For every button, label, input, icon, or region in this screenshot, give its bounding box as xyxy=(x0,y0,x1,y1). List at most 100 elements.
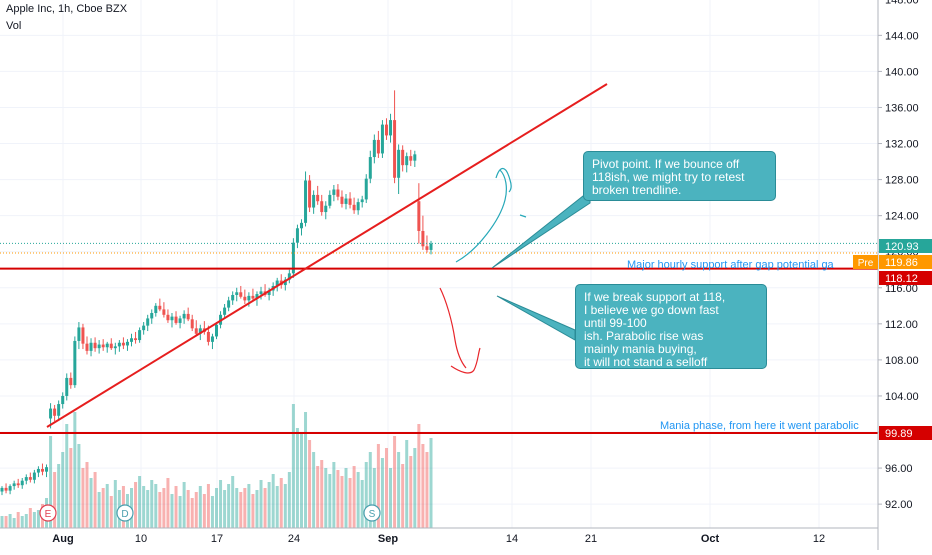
volume-bar xyxy=(332,462,336,528)
horizontal-levels[interactable] xyxy=(0,242,878,434)
earnings-marker-label: E xyxy=(45,509,52,520)
candle-body xyxy=(251,295,255,299)
volume-bar xyxy=(158,492,162,528)
candle-body xyxy=(255,294,259,299)
candle-body xyxy=(429,243,433,250)
candle-body xyxy=(215,324,218,337)
candle-body xyxy=(210,336,214,342)
volume-bar xyxy=(263,488,267,528)
candle-body xyxy=(267,290,271,295)
candle-body xyxy=(336,189,340,197)
symbol-title[interactable]: Apple Inc, 1h, Cboe BZX xyxy=(6,3,128,15)
volume-bar xyxy=(146,490,150,528)
candle-body xyxy=(150,313,154,319)
volume-bar xyxy=(397,452,401,528)
volume-bar xyxy=(154,484,158,528)
price-tick-label: 112.00 xyxy=(885,319,918,331)
mania-price-label: 99.89 xyxy=(885,428,913,440)
volume-bar xyxy=(215,488,218,528)
price-tick-label: 140.00 xyxy=(885,66,919,78)
candle-body xyxy=(401,149,405,166)
volume-bar xyxy=(364,462,368,528)
candle-body xyxy=(40,468,44,472)
volume-bar xyxy=(239,492,243,528)
break-callout-pointer xyxy=(496,295,576,341)
volume-bar xyxy=(101,488,105,528)
candle-body xyxy=(69,377,73,386)
volume-bar xyxy=(73,412,77,528)
candle-body xyxy=(28,477,32,480)
volume-bar xyxy=(20,516,24,528)
dividend-marker-label: D xyxy=(121,509,128,520)
volume-bar xyxy=(57,464,61,528)
candle-body xyxy=(324,205,328,213)
mania-annotation[interactable]: Mania phase, from here it went parabolic xyxy=(660,420,859,432)
volume-bar xyxy=(198,486,202,528)
candle-body xyxy=(57,404,61,416)
volume-bar xyxy=(235,488,239,528)
support-annotation[interactable]: Major hourly support after gap potential… xyxy=(627,259,835,271)
candle-body xyxy=(81,327,85,344)
volume-bar xyxy=(85,462,89,528)
premarket-tag-bg xyxy=(853,255,878,269)
time-axis[interactable]: Aug 10 17 24 Sep 14 21 Oct 12 xyxy=(0,527,878,545)
candle-body xyxy=(97,344,101,349)
volume-bar xyxy=(69,448,73,528)
volume-bar xyxy=(227,484,231,528)
volume-bar xyxy=(81,468,85,528)
volume-bar xyxy=(166,478,170,528)
candle-body xyxy=(239,292,243,297)
candle-body xyxy=(312,194,316,208)
candle-body xyxy=(158,305,162,310)
volume-bar xyxy=(162,488,166,528)
price-tick-label: 132.00 xyxy=(885,139,919,151)
pivot-callout-pointer xyxy=(491,195,591,269)
volume-bar xyxy=(295,428,299,528)
candle-body xyxy=(154,305,158,314)
candle-body xyxy=(36,468,40,473)
candle-body xyxy=(413,154,417,161)
volume-bar xyxy=(389,468,393,528)
volume-bar xyxy=(150,480,154,528)
candle-body xyxy=(125,341,129,346)
candle-body xyxy=(389,120,393,136)
volume-bar xyxy=(93,472,97,528)
candle-body xyxy=(308,180,312,208)
price-tick-label: 144.00 xyxy=(885,30,919,42)
volume-bar xyxy=(425,452,429,528)
volume-bar xyxy=(231,476,235,528)
volume-bar xyxy=(194,492,198,528)
candle-body xyxy=(121,342,125,346)
pivot-callout[interactable]: Pivot point. If we bounce off 118ish, we… xyxy=(583,151,776,201)
break-callout[interactable]: If we break support at 118, I believe we… xyxy=(575,284,767,369)
candle-body xyxy=(186,313,190,320)
candle-body xyxy=(360,199,364,203)
time-tick-label: 17 xyxy=(211,533,223,545)
volume-bar xyxy=(61,452,65,528)
volume-bar xyxy=(178,496,182,528)
candle-body xyxy=(0,487,4,492)
premarket-tag-label: Pre xyxy=(858,258,874,269)
candle-body xyxy=(73,340,77,386)
volume-bar xyxy=(312,452,316,528)
candle-body xyxy=(109,343,113,349)
candle-body xyxy=(138,330,142,341)
volume-bar xyxy=(372,468,376,528)
volume-bar xyxy=(109,496,113,528)
candle-body xyxy=(425,246,429,250)
volume-bar xyxy=(384,448,388,528)
volume-bar xyxy=(32,512,36,528)
trendline[interactable] xyxy=(46,83,608,428)
volume-bar xyxy=(4,516,8,528)
volume-bar xyxy=(401,464,405,528)
candle-body xyxy=(304,180,308,223)
candle-body xyxy=(105,343,109,348)
volume-bar xyxy=(328,474,332,528)
earnings-marker xyxy=(39,504,57,522)
price-tick-label: 148.00 xyxy=(885,0,919,6)
volume-bar xyxy=(393,436,397,528)
candle-body xyxy=(162,309,166,315)
